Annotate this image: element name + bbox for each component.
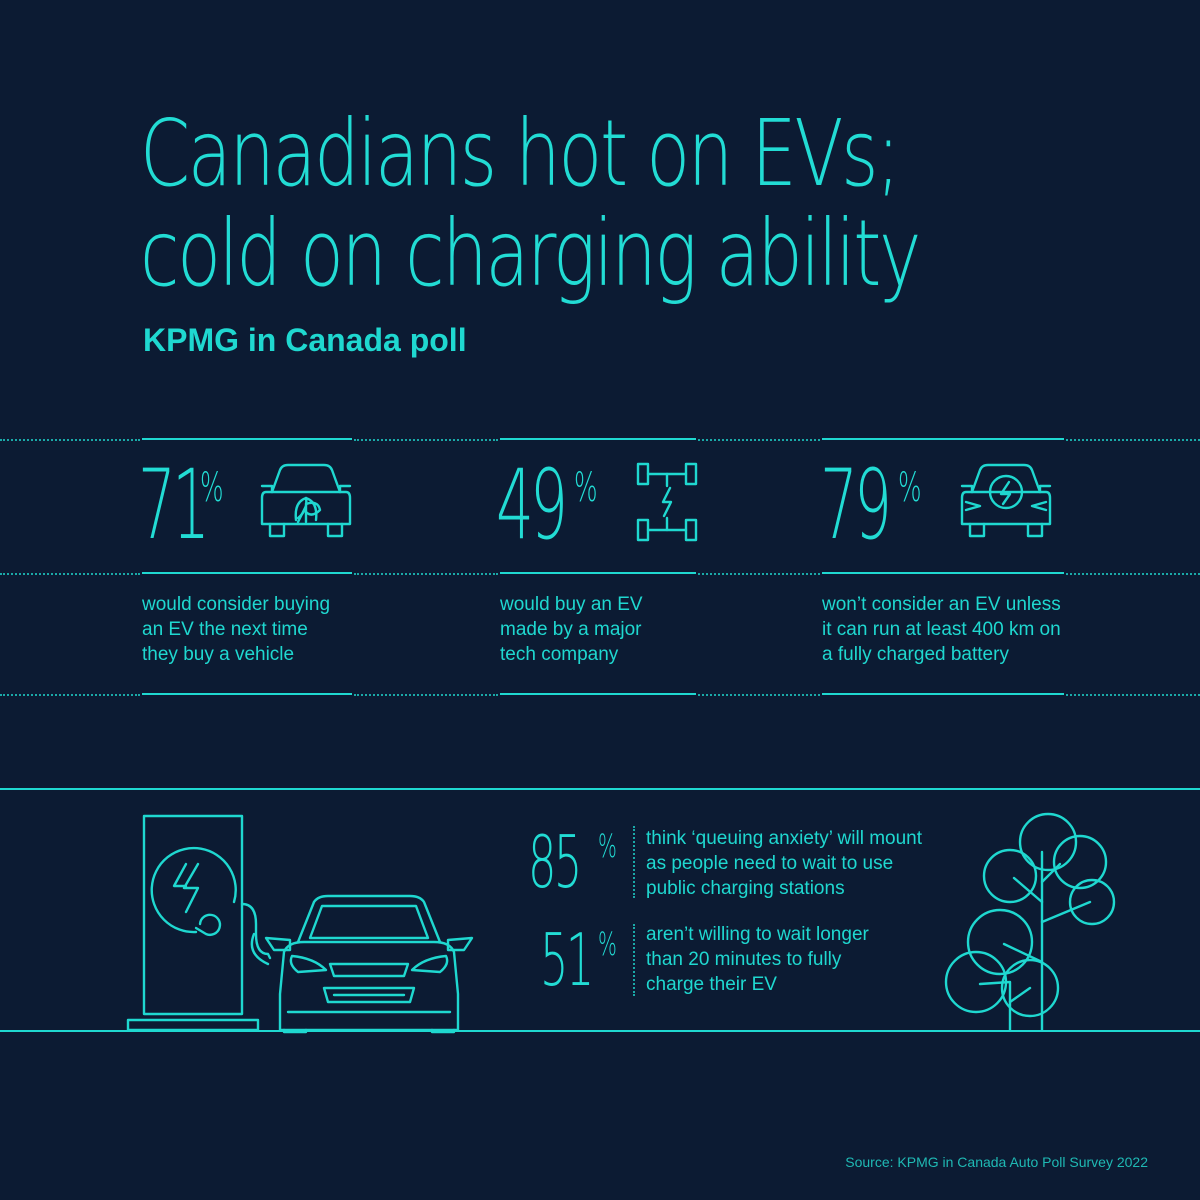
desc-line: made by a major bbox=[500, 619, 642, 640]
divider-dots bbox=[1066, 694, 1200, 696]
divider-dots bbox=[0, 439, 140, 441]
title-line-1: Canadians hot on EVs; bbox=[140, 100, 900, 207]
divider-dots bbox=[698, 439, 820, 441]
stat-description: would consider buying an EV the next tim… bbox=[142, 592, 330, 667]
divider-line bbox=[142, 438, 352, 440]
divider-dots bbox=[0, 694, 140, 696]
divider-dots bbox=[1066, 439, 1200, 441]
divider-dots bbox=[698, 573, 820, 575]
stat-description: won’t consider an EV unless it can run a… bbox=[822, 592, 1061, 667]
source-note: Source: KPMG in Canada Auto Poll Survey … bbox=[845, 1154, 1148, 1170]
desc-line: it can run at least 400 km on bbox=[822, 619, 1061, 640]
stat-description: think ‘queuing anxiety’ will mount as pe… bbox=[646, 826, 922, 901]
desc-line: tech company bbox=[500, 644, 619, 665]
stat-85: 85 % bbox=[528, 822, 628, 902]
divider-line bbox=[822, 693, 1064, 695]
ground-line bbox=[0, 1030, 1200, 1032]
desc-line: would consider buying bbox=[142, 594, 331, 615]
desc-line: would buy an EV bbox=[500, 594, 643, 615]
divider-dots bbox=[354, 573, 498, 575]
desc-line: charge their EV bbox=[646, 974, 777, 995]
stat-value: 51 bbox=[540, 918, 594, 1002]
divider-line bbox=[822, 572, 1064, 574]
stat-value: 71 bbox=[138, 449, 210, 561]
stat-unit: % bbox=[598, 925, 617, 963]
page-title: Canadians hot on EVs; cold on charging a… bbox=[140, 100, 921, 307]
divider-dots bbox=[1066, 573, 1200, 575]
stat-value: 79 bbox=[820, 449, 892, 561]
desc-line: an EV the next time bbox=[142, 619, 308, 640]
electric-car-icon bbox=[960, 463, 1052, 538]
desc-line: think ‘queuing anxiety’ will mount bbox=[646, 828, 923, 849]
subtitle: KPMG in Canada poll bbox=[143, 322, 467, 358]
title-line-2: cold on charging ability bbox=[140, 200, 921, 307]
desc-line: a fully charged battery bbox=[822, 644, 1009, 665]
stat-description: would buy an EV made by a major tech com… bbox=[500, 592, 643, 667]
divider-dots bbox=[633, 924, 635, 996]
stat-unit: % bbox=[574, 465, 598, 511]
divider-dots bbox=[0, 573, 140, 575]
divider-line bbox=[142, 572, 352, 574]
stat-unit: % bbox=[898, 465, 922, 511]
stat-unit: % bbox=[598, 827, 617, 865]
divider-dots bbox=[354, 694, 498, 696]
band-top-line bbox=[0, 788, 1200, 790]
divider-line bbox=[822, 438, 1064, 440]
desc-line: aren’t willing to wait longer bbox=[646, 924, 869, 945]
divider-dots bbox=[354, 439, 498, 441]
stat-value: 49 bbox=[496, 449, 568, 561]
divider-dots bbox=[633, 826, 635, 898]
divider-line bbox=[500, 693, 696, 695]
desc-line: public charging stations bbox=[646, 878, 845, 899]
desc-line: than 20 minutes to fully bbox=[646, 949, 842, 970]
divider-line bbox=[500, 572, 696, 574]
desc-line: they buy a vehicle bbox=[142, 644, 295, 665]
divider-line bbox=[500, 438, 696, 440]
desc-line: as people need to wait to use bbox=[646, 853, 894, 874]
stat-51: 51 % bbox=[540, 920, 640, 1000]
tree-icon bbox=[944, 812, 1116, 1032]
charging-station-icon bbox=[126, 814, 272, 1032]
stat-description: aren’t willing to wait longer than 20 mi… bbox=[646, 922, 869, 997]
car-front-icon bbox=[264, 894, 474, 1034]
divider-line bbox=[142, 693, 352, 695]
desc-line: won’t consider an EV unless bbox=[822, 594, 1061, 615]
divider-dots bbox=[698, 694, 820, 696]
stat-value: 85 bbox=[528, 820, 582, 904]
stat-unit: % bbox=[200, 465, 224, 511]
eco-car-icon bbox=[260, 463, 352, 538]
ev-chassis-icon bbox=[636, 462, 698, 542]
